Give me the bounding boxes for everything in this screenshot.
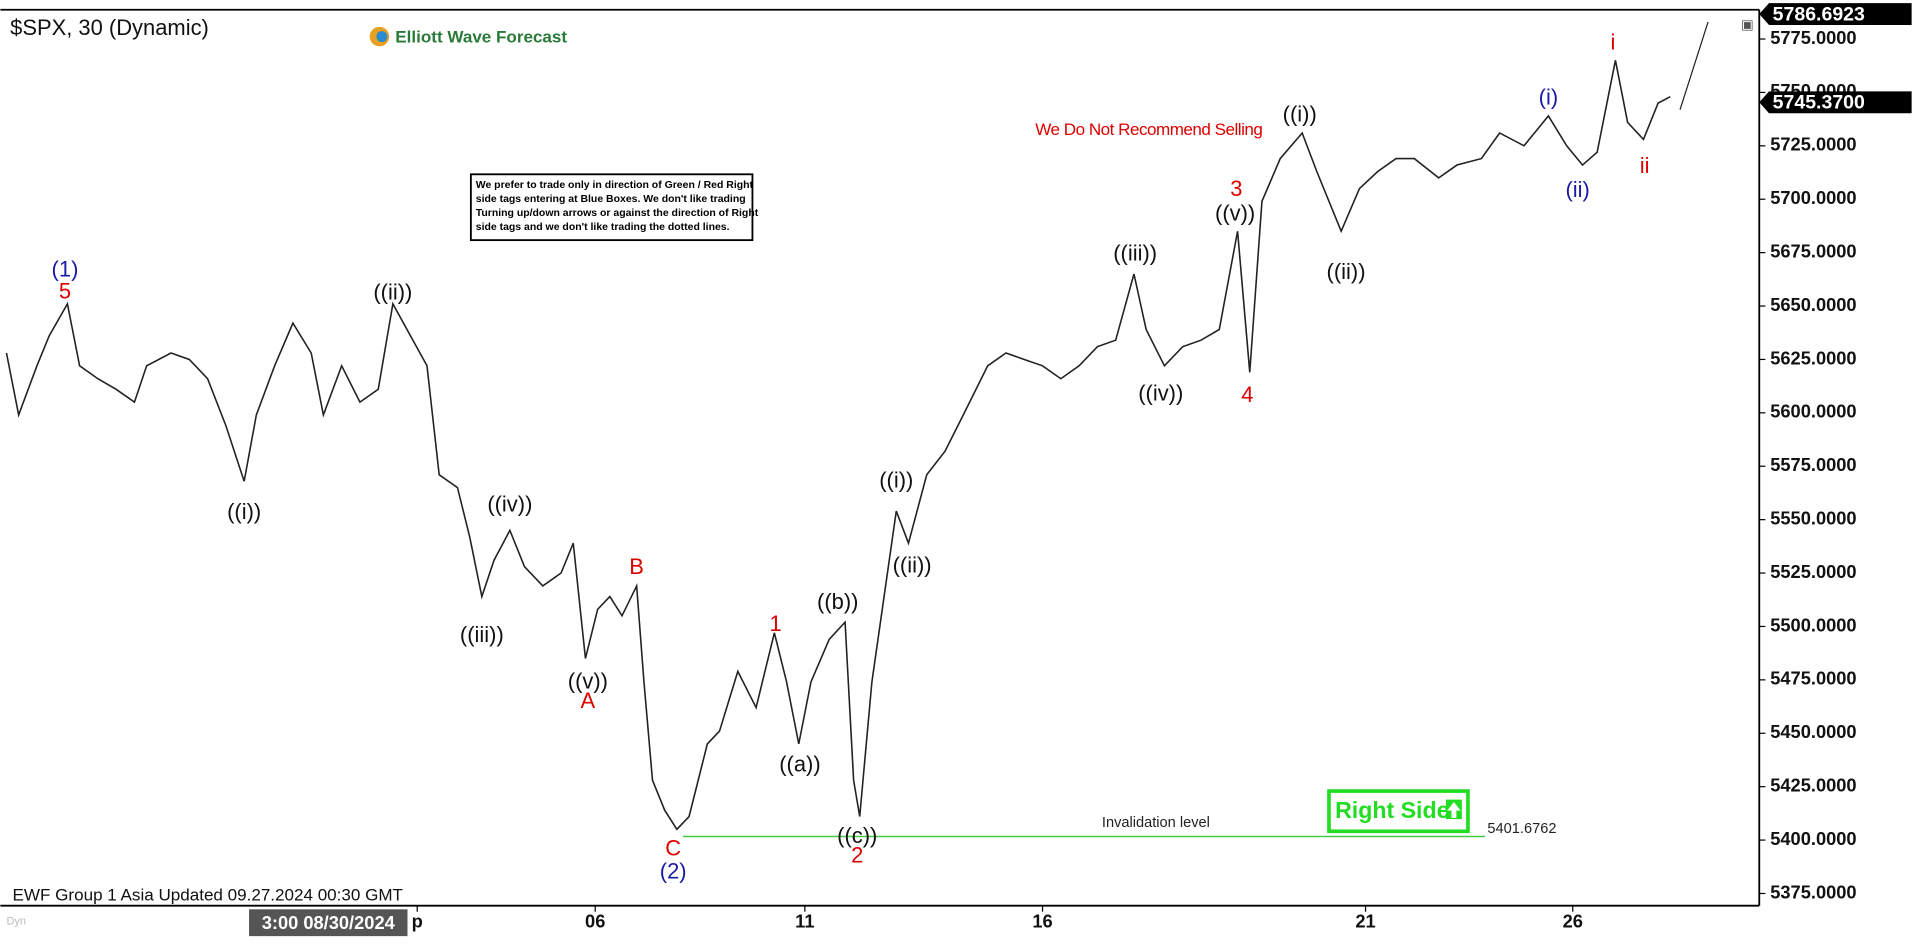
x-tick-label: 26 <box>1563 911 1583 932</box>
wave-label: 1 <box>769 611 781 636</box>
panel-icon: ▣ <box>1741 17 1754 32</box>
wave-label: 2 <box>851 843 863 868</box>
y-tick-label: 5775.0000 <box>1770 27 1856 48</box>
x-tick-label: 16 <box>1032 911 1052 932</box>
invalidation-value: 5401.6762 <box>1487 821 1556 837</box>
y-tick-label: 5675.0000 <box>1770 240 1856 261</box>
wave-label: ((iii)) <box>460 622 504 647</box>
price-tag-label: 5745.3700 <box>1773 92 1865 114</box>
projection-line <box>1679 21 1709 110</box>
wave-label: ((iv)) <box>1138 381 1183 406</box>
y-tick-label: 5525.0000 <box>1770 561 1856 582</box>
x-tick-label: p <box>412 911 423 932</box>
price-tag-box <box>1759 3 1912 26</box>
wave-label: (ii) <box>1565 177 1589 202</box>
wave-label: C <box>665 835 681 860</box>
notice-line: Turning up/down arrows or against the di… <box>476 208 759 219</box>
y-tick-label: 5600.0000 <box>1770 401 1856 422</box>
wave-label: 4 <box>1241 382 1253 407</box>
wave-label: ((ii)) <box>893 553 932 578</box>
wave-label: i <box>1611 30 1616 55</box>
x-tick-label: 21 <box>1355 911 1375 932</box>
x-tick-label: 11 <box>795 911 814 932</box>
y-tick-label: 5425.0000 <box>1770 774 1856 795</box>
invalidation-text: Invalidation level <box>1102 815 1210 831</box>
wave-label: B <box>629 554 644 579</box>
wave-label: ((c)) <box>837 823 877 848</box>
wave-label: ((i)) <box>1283 102 1317 127</box>
y-tick-label: 5375.0000 <box>1770 881 1856 902</box>
y-tick-label: 5500.0000 <box>1770 614 1856 635</box>
y-tick-label: 5625.0000 <box>1770 347 1856 368</box>
y-tick-label: 5650.0000 <box>1770 294 1856 315</box>
notice-line: side tags and we don't like trading the … <box>476 222 730 233</box>
wave-label: (i) <box>1539 85 1559 110</box>
wave-label: (1) <box>52 256 79 281</box>
wave-label: ((b)) <box>817 589 858 614</box>
badge-text: Right Side <box>1335 797 1450 823</box>
plot: 5375.0000 5400.0000 5425.0000 5450.0000 5475… <box>5 3 1912 937</box>
cursor-label-box <box>249 909 408 937</box>
wave-label: ((a)) <box>779 751 820 776</box>
wave-label: ((iii)) <box>1113 241 1157 266</box>
price-tag-box <box>1759 91 1912 114</box>
brand: Elliott Wave Forecast <box>395 27 567 46</box>
y-tick-label: 5550.0000 <box>1770 507 1856 528</box>
warning: We Do Not Recommend Selling <box>1035 120 1262 139</box>
price-tag-label: 5786.6923 <box>1773 3 1865 25</box>
y-tick-label: 5575.0000 <box>1770 454 1856 475</box>
y-tick-label: 5700.0000 <box>1770 187 1856 208</box>
corner: Dyn <box>6 915 26 927</box>
wave-label: ((i)) <box>227 499 261 524</box>
wave-label: ((i)) <box>879 467 913 492</box>
wave-label: ((ii)) <box>373 280 412 305</box>
y-tick-label: 5450.0000 <box>1770 721 1856 742</box>
cursor-label: 3:00 08/30/2024 <box>262 912 396 933</box>
badge-arrow <box>1447 802 1461 818</box>
wave-label: ii <box>1640 153 1650 178</box>
x-tick-label: 06 <box>585 911 605 932</box>
notice-box <box>469 173 754 242</box>
footer: EWF Group 1 Asia Updated 09.27.2024 00:3… <box>13 885 404 904</box>
wave-label: ((v)) <box>568 668 608 693</box>
wave-label: ((ii)) <box>1327 259 1366 284</box>
notice-line: We prefer to trade only in direction of … <box>476 180 754 191</box>
wave-label: A <box>581 688 596 713</box>
y-tick-label: 5725.0000 <box>1770 134 1856 155</box>
price-line <box>5 60 1671 831</box>
wave-label: 5 <box>59 278 71 303</box>
chart-title: $SPX, 30 (Dynamic) <box>10 15 209 40</box>
wave-label: 3 <box>1230 176 1242 201</box>
y-tick-label: 5475.0000 <box>1770 668 1856 689</box>
badge-box <box>1327 789 1470 834</box>
notice-line: side tags entering at Blue Boxes. We don… <box>476 194 746 205</box>
y-tick-label: 5400.0000 <box>1770 828 1856 849</box>
wave-label: ((iv)) <box>487 492 532 517</box>
wave-label: ((v)) <box>1215 200 1255 225</box>
logo-icon-inner <box>376 31 388 43</box>
wave-label: (2) <box>660 859 687 884</box>
